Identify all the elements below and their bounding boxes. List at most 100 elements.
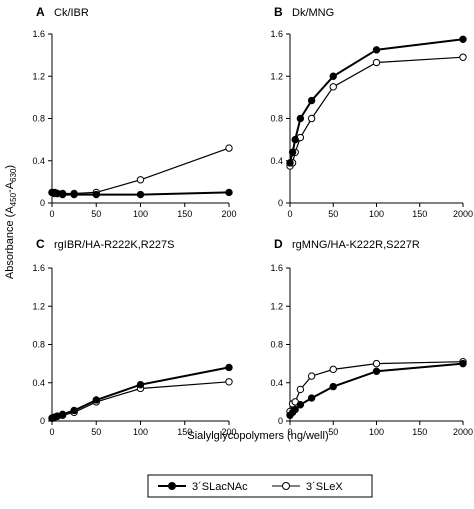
- point-slex: [372, 58, 381, 67]
- series-line-slex: [289, 56, 464, 167]
- panels: A Ck/IBR 0 0.4 0.8 1.2 1.6 0 50 100 150 200 B Dk/MNG 0…: [32, 5, 473, 437]
- panel-letter: D: [274, 237, 283, 251]
- y-tick-label: 0.8: [270, 340, 283, 350]
- point-slacnac: [296, 401, 305, 409]
- x-tick-label: 100: [133, 209, 148, 219]
- point-slacnac: [291, 405, 299, 414]
- series-line-slacnac: [289, 38, 464, 164]
- y-axis-title-dash: -A: [4, 181, 16, 193]
- point-slex: [329, 365, 337, 374]
- y-tick-label: 1.2: [32, 301, 45, 311]
- x-tick-label: 50: [328, 209, 338, 219]
- y-tick-label: 1.6: [270, 263, 283, 273]
- point-slex: [225, 378, 233, 386]
- y-axis-title-close: ): [4, 165, 16, 169]
- point-slacnac: [372, 46, 381, 54]
- point-slacnac: [288, 148, 297, 157]
- x-tick-label: 0: [287, 209, 292, 219]
- point-slex: [136, 176, 145, 184]
- x-tick-label: 50: [91, 209, 101, 219]
- x-tick-label: 150: [177, 209, 192, 219]
- point-slacnac: [92, 396, 100, 404]
- series-line-slex: [51, 147, 230, 195]
- legend-box: [147, 474, 373, 498]
- point-slacnac: [136, 380, 145, 389]
- point-slacnac: [291, 135, 299, 144]
- panel-b: B Dk/MNG 0 0.4 0.8 1.2 1.6 0 50 100 150 2000: [270, 5, 473, 219]
- panel-a: A Ck/IBR 0 0.4 0.8 1.2 1.6 0 50 100 150 200: [32, 5, 236, 219]
- point-slacnac: [307, 394, 316, 402]
- y-axis-title-main: Absorbance (A: [4, 206, 16, 279]
- x-tick-label: 0: [287, 427, 292, 437]
- point-slacnac: [459, 359, 467, 368]
- panel-title: Dk/MNG: [292, 7, 334, 19]
- point-slex: [225, 144, 233, 152]
- y-tick-label: 0.8: [32, 340, 45, 350]
- x-tick-label: 2000: [453, 427, 473, 437]
- point-slacnac: [136, 190, 145, 199]
- point-slacnac: [58, 190, 67, 199]
- y-axis-title-sub2: 630: [9, 168, 18, 182]
- point-slex: [372, 359, 381, 368]
- point-slacnac: [70, 406, 78, 415]
- x-tick-label: 50: [91, 427, 101, 437]
- point-slacnac: [372, 367, 381, 375]
- point-slacnac: [225, 188, 233, 197]
- legend-marker-slex: [282, 482, 290, 490]
- point-slacnac: [286, 159, 294, 167]
- x-tick-label: 150: [412, 209, 427, 219]
- panel-title: rgIBR/HA-R222K,R227S: [54, 239, 174, 251]
- legend-label-slex: 3´SLeX: [306, 481, 343, 493]
- point-slacnac: [92, 190, 100, 199]
- point-slacnac: [225, 363, 233, 372]
- x-tick-label: 100: [133, 427, 148, 437]
- y-tick-label: 1.2: [270, 71, 283, 81]
- y-tick-label: 0.4: [270, 378, 283, 388]
- legend-label-slacnac: 3´SLacNAc: [192, 481, 248, 493]
- y-tick-label: 0.8: [32, 114, 45, 124]
- y-tick-label: 1.2: [270, 301, 283, 311]
- x-tick-label: 200: [221, 209, 236, 219]
- panel-letter: C: [36, 237, 45, 251]
- x-tick-label: 0: [49, 427, 54, 437]
- x-tick-label: 100: [369, 427, 384, 437]
- panel-title: Ck/IBR: [54, 7, 89, 19]
- y-axis-title: Absorbance (A450-A630): [4, 165, 18, 279]
- y-axis-title-sub1: 450: [9, 192, 18, 206]
- y-tick-label: 0.8: [270, 114, 283, 124]
- point-slacnac: [329, 382, 337, 391]
- x-tick-label: 0: [49, 209, 54, 219]
- x-tick-label: 200: [221, 427, 236, 437]
- point-slex: [296, 385, 305, 394]
- panel-letter: B: [274, 5, 283, 19]
- x-tick-label: 150: [412, 427, 427, 437]
- y-tick-label: 0: [278, 416, 283, 426]
- y-tick-label: 0.4: [270, 156, 283, 166]
- y-tick-label: 1.6: [270, 29, 283, 39]
- panel-letter: A: [36, 5, 45, 19]
- x-tick-label: 50: [328, 427, 338, 437]
- point-slacnac: [329, 72, 337, 80]
- y-tick-label: 1.6: [32, 263, 45, 273]
- y-tick-label: 0: [40, 416, 45, 426]
- point-slex: [307, 372, 316, 380]
- point-slex: [329, 83, 337, 91]
- y-tick-label: 0.4: [32, 378, 45, 388]
- point-slacnac: [459, 35, 467, 43]
- x-tick-label: 150: [177, 427, 192, 437]
- panel-title: rgMNG/HA-K222R,S227R: [292, 239, 420, 251]
- point-slacnac: [296, 114, 305, 123]
- point-slex: [459, 53, 467, 61]
- point-slex: [307, 114, 316, 123]
- legend: 3´SLacNAc 3´SLeX: [147, 474, 373, 498]
- point-slacnac: [70, 190, 78, 199]
- y-tick-label: 1.2: [32, 71, 45, 81]
- x-axis-title: Sialylglycopolymers (ng/well): [187, 430, 328, 442]
- x-tick-label: 2000: [453, 209, 473, 219]
- legend-marker-slacnac: [168, 482, 176, 490]
- point-slacnac: [58, 410, 67, 419]
